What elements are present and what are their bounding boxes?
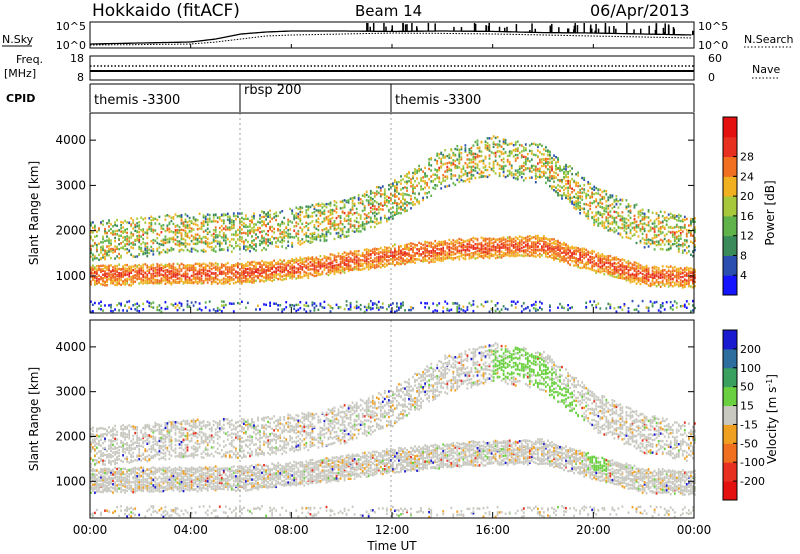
nsky-tick-top: 10^5 [56, 20, 86, 33]
beam-title: Beam 14 [355, 2, 422, 20]
y-tick-label: 1000 [55, 269, 86, 283]
colorbar-swatch [723, 235, 737, 256]
colorbar-swatch [723, 215, 737, 237]
nsearch-label: N.Search [744, 33, 794, 46]
velocity-panel: 1000 2000 3000 4000 Slant Range [km] 200 100… [27, 319, 779, 519]
colorbar-swatch [723, 275, 737, 296]
colorbar-tick: -50 [740, 437, 758, 450]
colorbar-swatch [723, 136, 737, 158]
cpid-segment-3: themis -3300 [395, 93, 481, 108]
colorbar-swatch [723, 156, 737, 177]
colorbar-tick: 24 [740, 170, 754, 183]
velocity-cells [90, 342, 696, 519]
power-panel: 1000 2000 3000 4000 Slant Range [km] 4 8 12 16… [27, 112, 777, 314]
cpid-panel: CPID themis -3300 rbsp 200 themis -3300 [6, 83, 695, 112]
colorbar-swatch [723, 176, 737, 197]
velocity-colorbar-label: Velocity [m s-1] [765, 374, 779, 464]
nsky-line [90, 30, 692, 45]
colorbar-tick: 50 [740, 381, 754, 394]
station-title: Hokkaido (fitACF) [92, 1, 240, 21]
date-title: 06/Apr/2013 [590, 1, 690, 20]
x-tick-label: 12:00 [375, 523, 410, 537]
velocity-colorbar: 200 100 50 15 -15 -50 -100 -200 [722, 329, 765, 501]
x-tick-label: 16:00 [475, 523, 510, 537]
x-tick-label: 04:00 [173, 523, 208, 537]
nsearch-tick-top: 10^5 [698, 20, 728, 33]
freq-tick-bottom: 8 [77, 71, 84, 84]
colorbar-swatch [723, 367, 737, 388]
colorbar-tick: 28 [740, 151, 754, 164]
freq-tick-top: 18 [70, 52, 84, 65]
x-tick-label: 00:00 [677, 523, 712, 537]
power-ylabel: Slant Range [km] [27, 161, 41, 265]
freq-unit: [MHz] [4, 67, 36, 80]
nsearch-tick-bottom: 10^0 [698, 39, 728, 52]
colorbar-tick: -15 [740, 418, 758, 431]
colorbar-tick: 12 [740, 230, 754, 243]
nsearch-line [90, 32, 692, 46]
x-axis-label: Time UT [366, 539, 417, 553]
colorbar-swatch [723, 405, 737, 425]
x-tick-label: 08:00 [274, 523, 309, 537]
x-axis: 00:00 04:00 08:00 12:00 16:00 20:00 00:00 [73, 44, 712, 537]
freq-panel: Freq. [MHz] 18 8 60 0 Nave [4, 52, 780, 84]
colorbar-swatch [723, 462, 737, 482]
x-tick-label: 00:00 [73, 523, 108, 537]
colorbar-swatch [723, 424, 737, 444]
cpid-segment-1: themis -3300 [94, 93, 180, 108]
colorbar-swatch [723, 443, 737, 463]
colorbar-tick: 15 [740, 400, 754, 413]
y-tick-label: 2000 [55, 224, 86, 238]
x-tick-label: 20:00 [576, 523, 611, 537]
colorbar-tick: 8 [740, 249, 747, 262]
colorbar-tick: 16 [740, 210, 754, 223]
power-colorbar: 4 8 12 16 20 24 28 [722, 116, 754, 296]
nsky-panel: N.Sky 10^5 10^0 10^5 10^0 N.Search [2, 20, 794, 52]
nsky-label: N.Sky [2, 33, 34, 46]
power-colorbar-label: Power [dB] [763, 180, 777, 245]
colorbar-swatch [723, 330, 737, 350]
colorbar-tick: -200 [740, 475, 765, 488]
y-tick-label: 4000 [55, 340, 86, 354]
nave-label: Nave [752, 63, 780, 76]
colorbar-tick: 20 [740, 190, 754, 203]
nsky-tick-bottom: 10^0 [56, 39, 86, 52]
y-tick-label: 3000 [55, 385, 86, 399]
colorbar-tick: -100 [740, 456, 765, 469]
colorbar-swatch [723, 481, 737, 501]
velocity-ylabel: Slant Range [km] [27, 367, 41, 471]
nave-tick-top: 60 [708, 52, 722, 65]
y-tick-label: 3000 [55, 178, 86, 192]
colorbar-tick: 4 [740, 269, 747, 282]
colorbar-swatch [723, 348, 737, 369]
power-cells [90, 135, 696, 314]
colorbar-swatch [723, 386, 737, 407]
nave-tick-bottom: 0 [708, 71, 715, 84]
colorbar-swatch [723, 117, 737, 138]
y-tick-label: 2000 [55, 429, 86, 443]
y-tick-label: 1000 [55, 474, 86, 488]
colorbar-swatch [723, 255, 737, 276]
colorbar-tick: 100 [740, 362, 761, 375]
colorbar-swatch [723, 196, 737, 217]
freq-label: Freq. [16, 53, 43, 66]
nsky-spikes [366, 23, 694, 35]
cpid-segment-2: rbsp 200 [244, 83, 302, 98]
cpid-label: CPID [6, 92, 35, 105]
colorbar-tick: 200 [740, 343, 761, 356]
y-tick-label: 4000 [55, 133, 86, 147]
